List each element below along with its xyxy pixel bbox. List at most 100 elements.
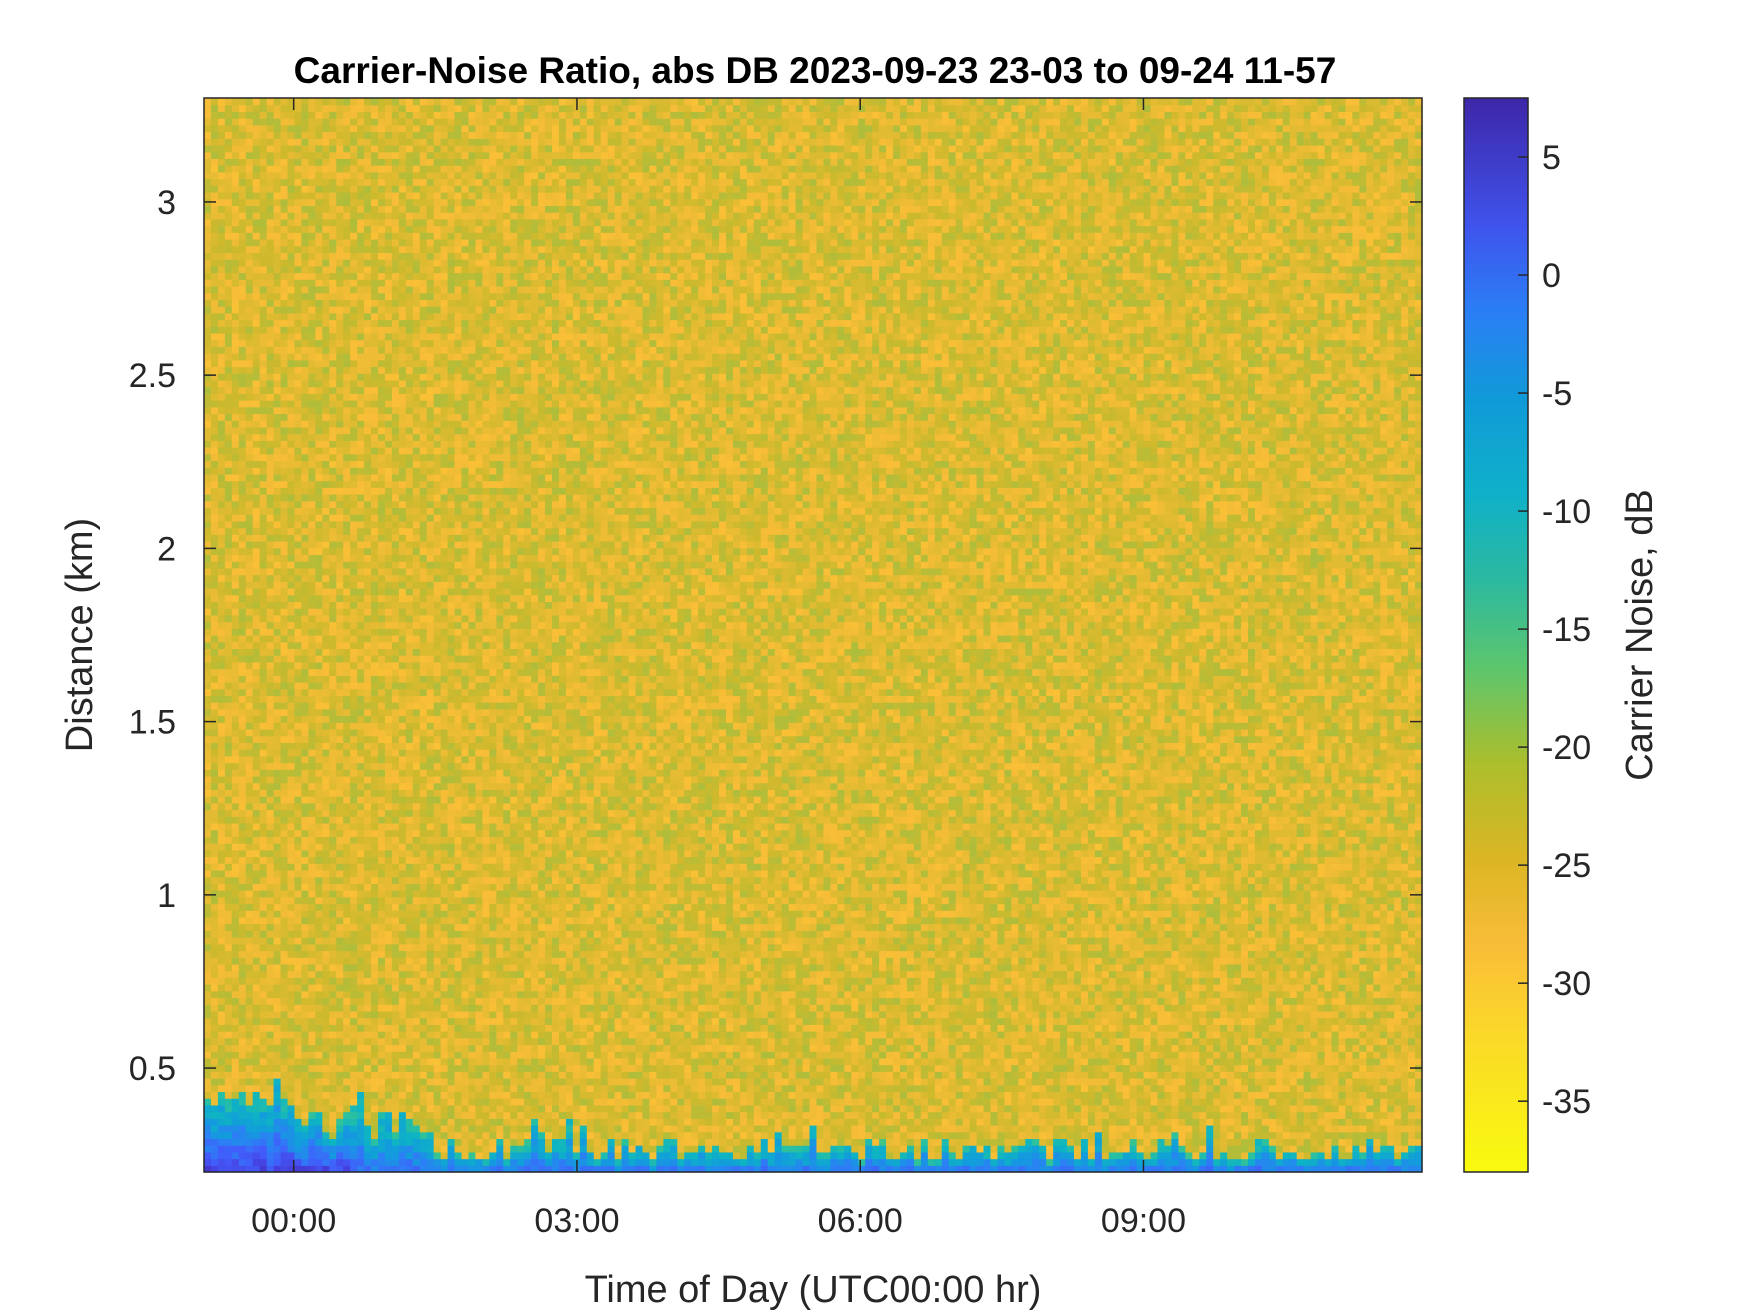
heatmap-cell: [385, 561, 393, 568]
heatmap-cell: [371, 877, 379, 884]
heatmap-cell: [260, 487, 268, 494]
heatmap-cell: [378, 830, 386, 837]
heatmap-cell: [294, 1004, 302, 1011]
heatmap-cell: [357, 709, 365, 716]
heatmap-cell: [267, 313, 275, 320]
heatmap-cell: [364, 1085, 372, 1092]
heatmap-cell: [371, 830, 379, 837]
heatmap-cell: [378, 521, 386, 528]
heatmap-cell: [315, 749, 323, 756]
heatmap-cell: [274, 1044, 282, 1051]
heatmap-cell: [371, 534, 379, 541]
heatmap-cell: [232, 145, 240, 152]
heatmap-cell: [274, 1051, 282, 1058]
heatmap-cell: [274, 729, 282, 736]
heatmap-cell: [350, 1071, 358, 1078]
heatmap-cell: [350, 387, 358, 394]
heatmap-cell: [357, 789, 365, 796]
heatmap-cell: [392, 930, 400, 937]
heatmap-cell: [246, 736, 254, 743]
heatmap-cell: [288, 823, 296, 830]
heatmap-cell: [288, 440, 296, 447]
heatmap-cell: [385, 950, 393, 957]
heatmap-cell: [246, 413, 254, 420]
heatmap-cell: [329, 689, 337, 696]
heatmap-cell: [406, 742, 414, 749]
heatmap-cell: [232, 662, 240, 669]
heatmap-cell: [232, 185, 240, 192]
heatmap-cell: [308, 293, 316, 300]
heatmap-cell: [406, 1159, 414, 1166]
heatmap-cell: [364, 950, 372, 957]
heatmap-cell: [274, 924, 282, 931]
heatmap-cell: [385, 917, 393, 924]
heatmap-cell: [336, 1132, 344, 1139]
heatmap-cell: [253, 722, 261, 729]
heatmap-cell: [225, 165, 233, 172]
heatmap-cell: [364, 930, 372, 937]
heatmap-cell: [294, 863, 302, 870]
heatmap-cell: [406, 595, 414, 602]
heatmap-cell: [218, 608, 226, 615]
heatmap-cell: [288, 514, 296, 521]
heatmap-cell: [392, 910, 400, 917]
heatmap-cell: [281, 1031, 289, 1038]
heatmap-cell: [204, 132, 212, 139]
heatmap-cell: [322, 863, 330, 870]
heatmap-cell: [218, 816, 226, 823]
heatmap-cell: [406, 971, 414, 978]
heatmap-cell: [211, 742, 219, 749]
heatmap-cell: [385, 1138, 393, 1145]
heatmap-cell: [288, 165, 296, 172]
heatmap-cell: [225, 400, 233, 407]
heatmap-cell: [350, 333, 358, 340]
heatmap-cell: [211, 1058, 219, 1065]
heatmap-cell: [371, 608, 379, 615]
heatmap-cell: [364, 1018, 372, 1025]
heatmap-cell: [343, 413, 351, 420]
heatmap-cell: [336, 810, 344, 817]
heatmap-cell: [413, 413, 421, 420]
heatmap-cell: [364, 299, 372, 306]
heatmap-cell: [385, 1159, 393, 1166]
heatmap-cell: [232, 367, 240, 374]
heatmap-cell: [246, 964, 254, 971]
heatmap-cell: [385, 595, 393, 602]
heatmap-cell: [343, 1018, 351, 1025]
heatmap-cell: [336, 1112, 344, 1119]
heatmap-cell: [267, 293, 275, 300]
heatmap-cell: [322, 299, 330, 306]
heatmap-cell: [392, 440, 400, 447]
heatmap-cell: [406, 293, 414, 300]
heatmap-cell: [350, 252, 358, 259]
heatmap-cell: [315, 595, 323, 602]
heatmap-cell: [343, 454, 351, 461]
heatmap-cell: [308, 722, 316, 729]
heatmap-cell: [253, 917, 261, 924]
heatmap-cell: [399, 581, 407, 588]
heatmap-cell: [350, 367, 358, 374]
heatmap-cell: [420, 1145, 428, 1152]
heatmap-cell: [218, 1125, 226, 1132]
heatmap-cell: [371, 320, 379, 327]
heatmap-cell: [322, 346, 330, 353]
heatmap-cell: [218, 420, 226, 427]
heatmap-cell: [385, 763, 393, 770]
heatmap-cell: [246, 971, 254, 978]
heatmap-cell: [308, 333, 316, 340]
heatmap-cell: [371, 205, 379, 212]
heatmap-cell: [350, 420, 358, 427]
heatmap-cell: [399, 742, 407, 749]
heatmap-cell: [336, 440, 344, 447]
heatmap-cell: [392, 997, 400, 1004]
heatmap-cell: [357, 185, 365, 192]
heatmap-cell: [364, 830, 372, 837]
heatmap-cell: [343, 991, 351, 998]
heatmap-cell: [239, 165, 247, 172]
heatmap-cell: [301, 205, 309, 212]
heatmap-cell: [392, 1159, 400, 1166]
heatmap-cell: [253, 863, 261, 870]
heatmap-cell: [378, 111, 386, 118]
heatmap-cell: [211, 830, 219, 837]
heatmap-cell: [218, 132, 226, 139]
